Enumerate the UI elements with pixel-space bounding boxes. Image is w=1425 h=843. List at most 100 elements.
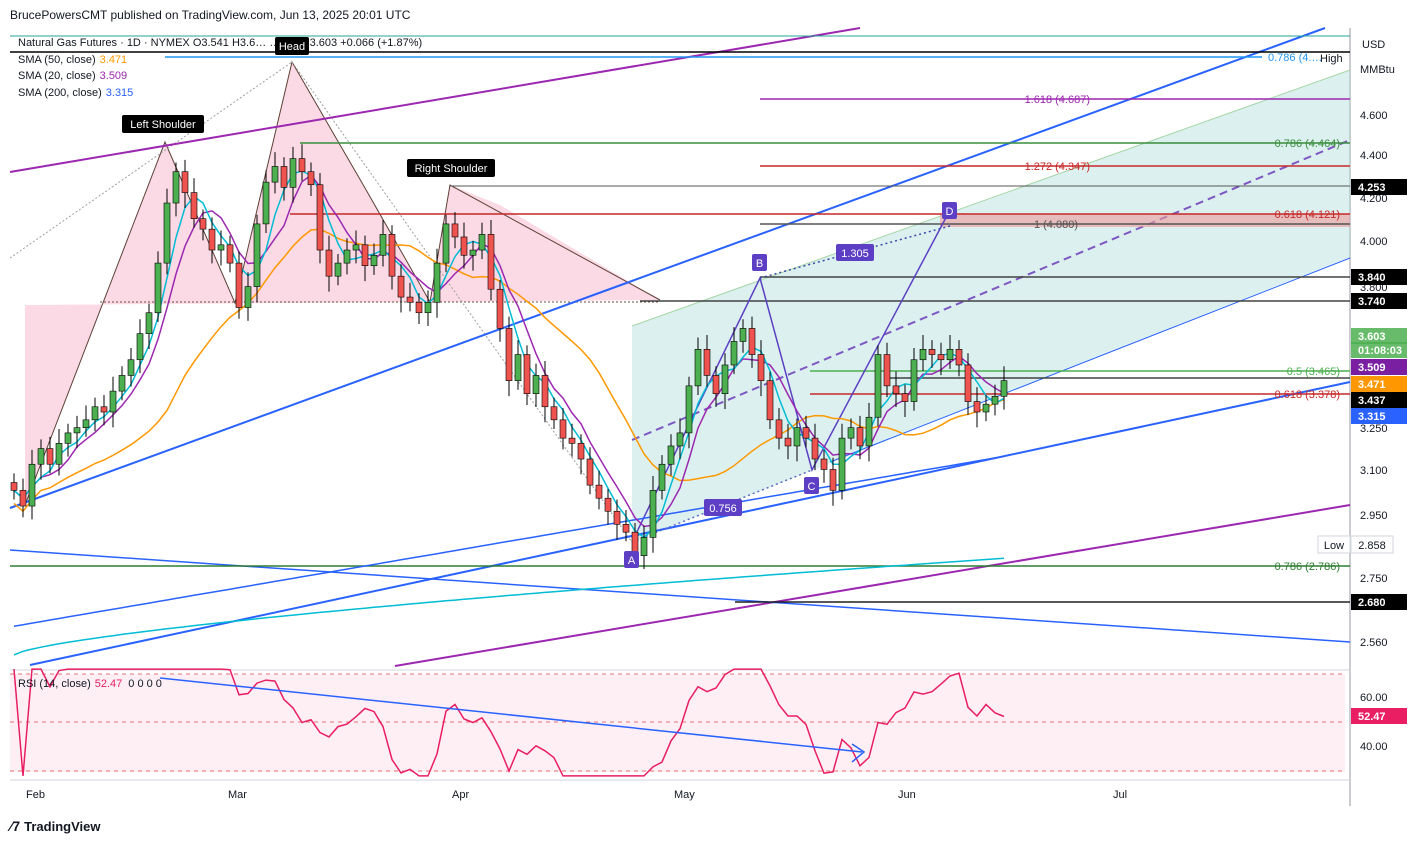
candle-body [982,403,990,413]
abcd-label-c: C [804,477,819,494]
candle-body [478,234,486,251]
candle-body [307,171,315,186]
price-tag-label: 3.315 [1358,411,1386,423]
fib-label-1-080: 1 (4.080) [1034,219,1078,231]
price-tag [1351,179,1407,195]
candle-body [37,448,45,465]
candle-body [577,443,585,460]
candle-body [523,354,531,395]
candle-body [19,490,27,507]
svg-text:B: B [756,258,763,270]
candle-body [496,288,504,329]
candle-body [190,192,198,219]
svg-text:2.858: 2.858 [1358,540,1386,552]
svg-text:C: C [808,481,816,493]
candle-body [532,375,540,395]
fib-label-0618-121: 0.618 (4.121) [1275,209,1340,221]
candle-body [928,349,936,355]
candle-body [550,406,558,421]
candle-body [118,375,126,392]
candle-body [208,228,216,251]
price-tag-label: 3.740 [1358,296,1386,308]
svg-text:Low: Low [1324,540,1344,552]
candle-body [352,244,360,251]
candle-body [955,349,963,366]
candle-body [28,463,36,507]
price-tag [1351,293,1407,309]
candle-body [397,275,405,298]
candle-body [685,385,693,434]
price-tick-label: 4.000 [1360,236,1388,248]
candle-body [316,184,324,251]
candle-body [919,349,927,361]
price-tick-label: 4.600 [1360,110,1388,122]
candle-body [181,171,189,193]
head-shoulders-outline [24,60,661,506]
price-tag-label: 01:08:03 [1358,345,1402,357]
candle-body [721,364,729,395]
svg-text:0.756: 0.756 [709,503,737,515]
candle-body [451,223,459,238]
time-axis-label: May [674,789,695,801]
price-tag-label: 3.840 [1358,272,1386,284]
candle-body [334,262,342,277]
unit-label[interactable]: MMBtu [1360,64,1395,76]
candle-body [784,437,792,447]
candle-body [1000,380,1008,397]
candle-body [712,375,720,395]
candle-body [145,312,153,334]
candle-body [325,249,333,277]
candle-body [505,328,513,381]
candle-body [271,166,279,183]
candle-body [757,354,765,381]
high-marker: High [1320,53,1343,65]
candle-body [937,354,945,361]
head-shoulders-fill [25,62,660,505]
candle-body [820,458,828,470]
price-tick-label: 2.560 [1360,637,1388,649]
price-tag-label: 3.509 [1358,362,1386,374]
candle-body [100,406,108,413]
candle-body [217,244,225,251]
candle-body [262,181,270,225]
rsi-tick-label: 40.00 [1360,741,1388,753]
fib-label-0786-high: 0.786 (4.… [1268,52,1322,64]
candle-body [10,482,18,491]
price-tags: 4.253 3.840 3.740 3.603 01:08:03 3.509 3.471 3.… [1351,179,1407,724]
abcd-label-b: B [752,254,767,271]
svg-text:Head: Head [279,41,305,53]
candle-body [676,432,684,447]
channel-fill [632,70,1350,542]
candle-body [613,510,621,525]
time-axis-label: Feb [26,789,45,801]
time-axis[interactable]: Feb Mar Apr May Jun Jul [26,789,1127,801]
candle-body [874,354,882,418]
candle-body [64,432,72,444]
symbol-legend: Natural Gas Futures · 1D · NYMEX O3.541 … [18,37,422,49]
svg-text:Right Shoulder: Right Shoulder [415,163,488,175]
rsi-tick-label: 60.00 [1360,692,1388,704]
channel-lower-thin [829,257,1351,463]
candle-body [739,328,747,342]
price-tag [1351,392,1407,408]
blue-trendline-lower [29,381,1351,666]
candle-body [163,202,171,264]
blue-trendline-main [9,27,1326,509]
candle-body [172,171,180,204]
head-label: Head [275,37,309,55]
currency-label[interactable]: USD [1362,39,1385,51]
candle-body [460,236,468,256]
tradingview-logo-icon: ⁄7 [10,818,21,834]
svg-text:D: D [946,206,954,218]
candle-body [469,249,477,256]
candle-body [586,458,594,486]
price-tag-label: 3.437 [1358,395,1386,407]
tradingview-brand[interactable]: ⁄7 TradingView [10,818,100,834]
candle-body [298,158,306,172]
candle-body [748,328,756,355]
brand-label: TradingView [24,818,101,834]
price-tick-label: 4.200 [1360,193,1388,205]
candle-body [361,244,369,267]
candle-body [55,443,63,465]
